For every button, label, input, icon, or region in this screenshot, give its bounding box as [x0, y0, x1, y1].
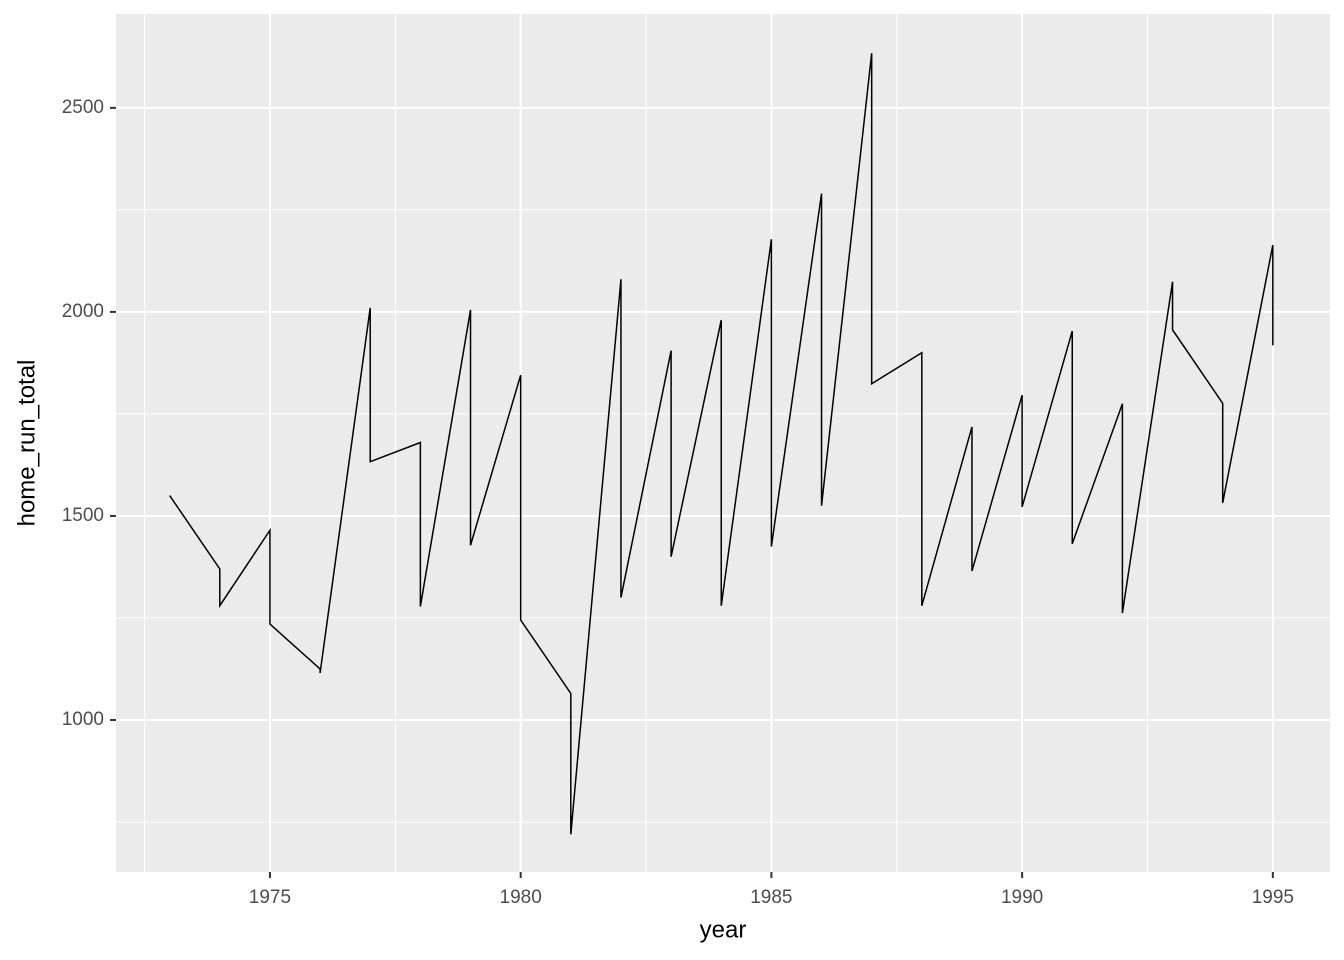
x-axis-title: year — [700, 916, 747, 943]
y-axis-title: home_run_total — [13, 360, 40, 527]
x-tick-label: 1980 — [500, 887, 542, 908]
x-tick-label: 1995 — [1252, 887, 1294, 908]
data-line — [169, 53, 1274, 835]
x-tick-label: 1990 — [1001, 887, 1043, 908]
y-tick-label: 1000 — [62, 709, 104, 730]
panel — [116, 14, 1330, 872]
x-tick-label: 1985 — [750, 887, 792, 908]
plot — [169, 53, 1274, 835]
y-tick-label: 2000 — [62, 301, 104, 322]
y-tick-label: 2500 — [62, 97, 104, 118]
y-tick-label: 1500 — [62, 505, 104, 526]
grid: 1975 1980 1985 1990 1995 1000 1500 2000 2500 — [62, 14, 1330, 908]
x-tick-label: 1975 — [249, 887, 291, 908]
